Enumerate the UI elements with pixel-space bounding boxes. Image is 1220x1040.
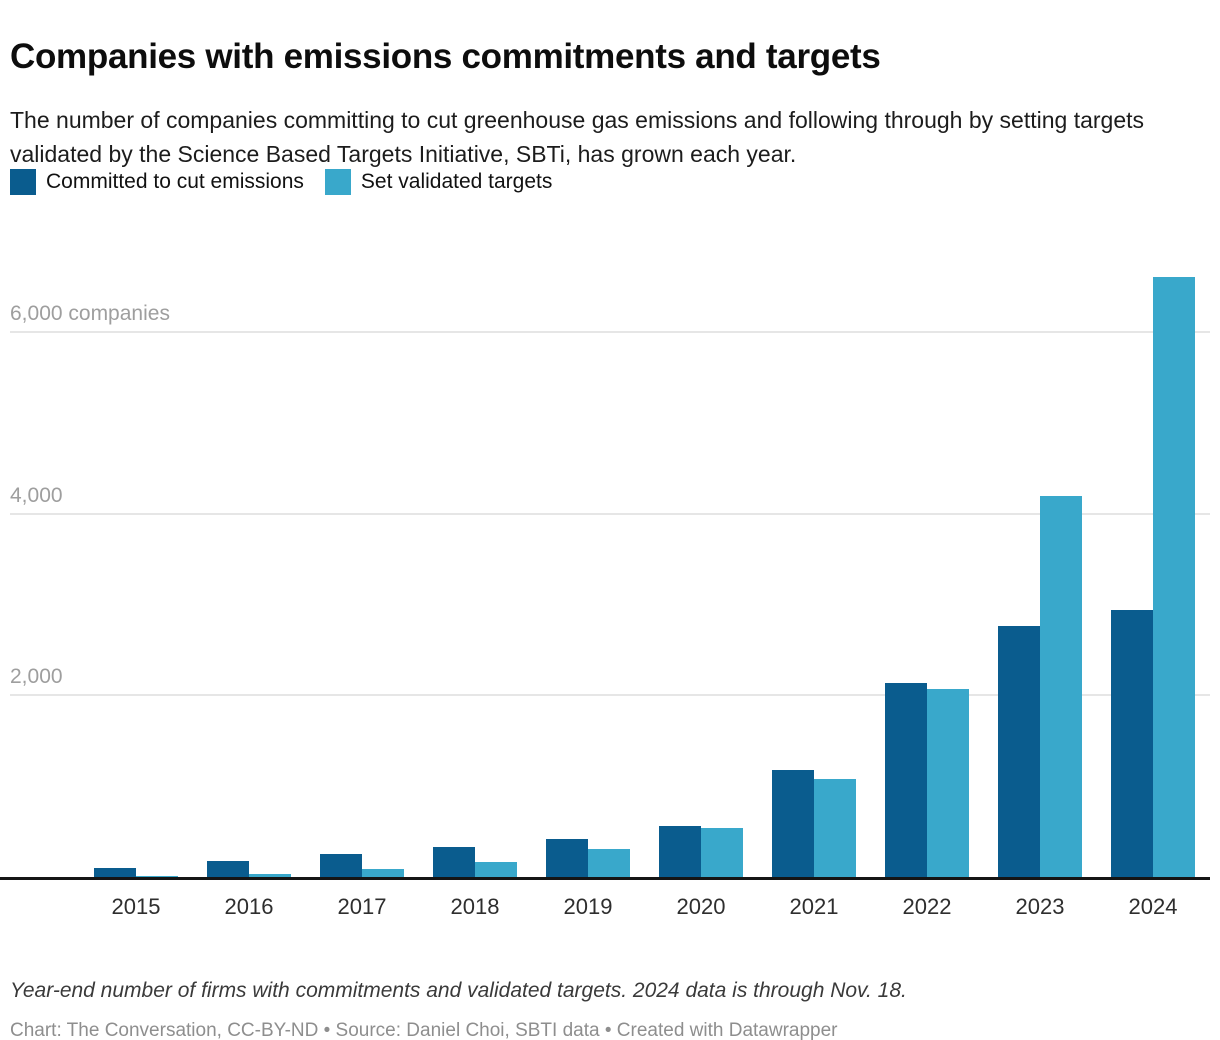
page-title: Companies with emissions commitments and… — [10, 37, 881, 77]
bar-validated-2021 — [814, 778, 856, 877]
x-axis-tick-label: 2022 — [902, 894, 952, 919]
y-axis-tick-label: 2,000 — [10, 665, 63, 689]
x-axis-tick-label: 2021 — [789, 894, 839, 919]
bar-validated-2020 — [701, 827, 743, 877]
gridline-4000 — [10, 512, 1210, 515]
bar-committed-2015 — [94, 867, 136, 877]
x-axis-tick-label: 2019 — [563, 894, 613, 919]
bar-validated-2015 — [136, 876, 178, 877]
x-axis-line — [0, 877, 1210, 880]
legend-label-validated: Set validated targets — [360, 170, 553, 193]
x-axis-tick-label: 2024 — [1128, 894, 1178, 919]
bar-committed-2018 — [433, 847, 475, 877]
legend-swatch-committed — [10, 169, 36, 195]
gridline-6000 — [10, 330, 1210, 333]
bar-validated-2016 — [249, 874, 291, 877]
x-axis-tick-label: 2020 — [676, 894, 726, 919]
bar-committed-2016 — [207, 860, 249, 877]
bar-validated-2017 — [362, 868, 404, 877]
x-axis-tick-label: 2023 — [1015, 894, 1065, 919]
y-axis-tick-label: 6,000 companies — [10, 301, 170, 325]
bar-validated-2022 — [927, 688, 969, 877]
bar-committed-2017 — [320, 854, 362, 877]
chart-subtitle: The number of companies committing to cu… — [10, 107, 1145, 167]
y-axis-tick-label: 4,000 — [10, 483, 63, 507]
bar-committed-2021 — [772, 769, 814, 877]
bar-validated-2019 — [588, 848, 630, 877]
legend-item-committed: Committed to cut emissions — [10, 169, 304, 195]
legend-item-validated: Set validated targets — [324, 169, 553, 195]
x-axis-tick-label: 2018 — [450, 894, 500, 919]
x-axis-tick-label: 2015 — [111, 894, 161, 919]
plot-area: 2,000 4,000 6,000 companies 2015 2016 2017 201… — [0, 258, 1210, 919]
bar-committed-2019 — [546, 838, 588, 877]
gridline-2000 — [10, 694, 1210, 697]
bar-committed-2020 — [659, 826, 701, 877]
chart-legend: Committed to cut emissions Set validated… — [10, 169, 552, 195]
x-axis-tick-label: 2017 — [337, 894, 387, 919]
chart-credit: Chart: The Conversation, CC-BY-ND • Sour… — [10, 1020, 838, 1040]
legend-label-committed: Committed to cut emissions — [46, 170, 304, 193]
bar-committed-2022 — [885, 682, 927, 877]
x-axis-tick-label: 2016 — [224, 894, 274, 919]
legend-swatch-validated — [324, 169, 351, 195]
bar-validated-2018 — [475, 862, 517, 877]
bar-validated-2023 — [1040, 496, 1082, 877]
chart-footnote: Year-end number of firms with commitment… — [10, 979, 907, 1002]
bar-committed-2024 — [1111, 609, 1153, 877]
bar-committed-2023 — [998, 626, 1040, 877]
bar-validated-2024 — [1153, 277, 1195, 877]
